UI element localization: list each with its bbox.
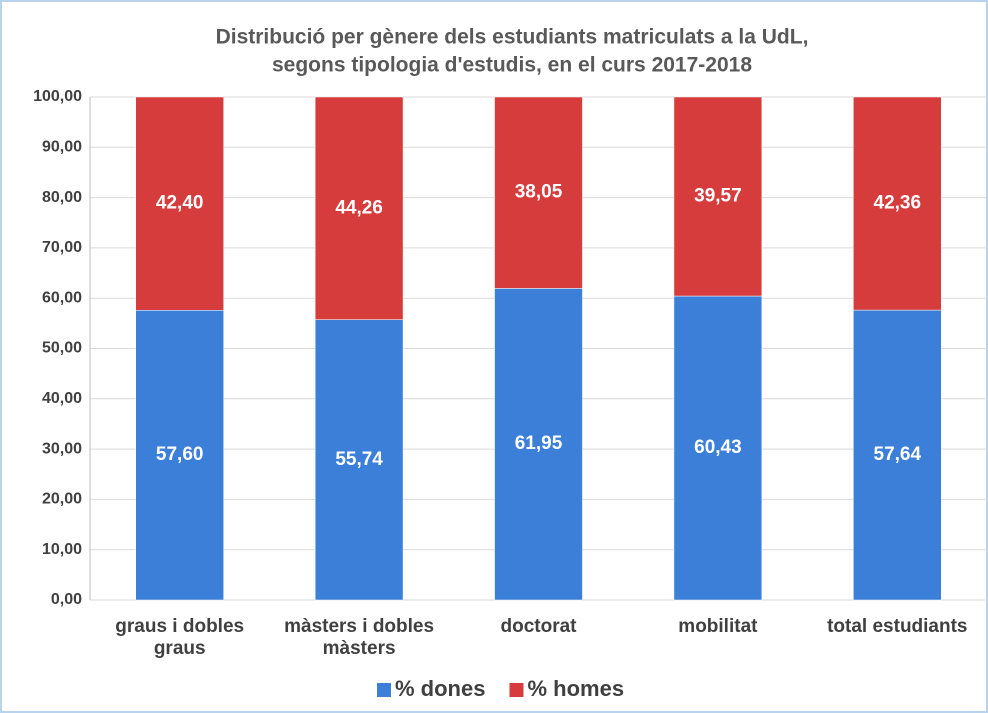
legend-swatch xyxy=(509,683,524,697)
bar-segment xyxy=(135,310,224,601)
bar-segment xyxy=(314,319,404,601)
value-label: 38,05 xyxy=(515,182,563,203)
y-tick-label: 100,00 xyxy=(33,88,82,105)
y-tick-label: 60,00 xyxy=(42,289,82,306)
value-label: 60,43 xyxy=(694,437,742,458)
y-tick-label: 20,00 xyxy=(42,491,82,508)
legend-swatch xyxy=(377,683,391,697)
y-tick-label: 40,00 xyxy=(42,390,82,407)
bar-segment xyxy=(494,96,583,289)
bar-segment xyxy=(494,288,583,601)
value-label: 57,64 xyxy=(874,444,922,465)
bar-segment xyxy=(853,96,942,311)
bar-segment xyxy=(135,96,224,311)
value-label: 55,74 xyxy=(335,449,383,470)
y-tick-label: 0,00 xyxy=(51,591,82,608)
x-tick-label: doctorat xyxy=(500,616,577,637)
y-tick-label: 80,00 xyxy=(42,189,82,206)
x-tick-label: mobilitat xyxy=(678,616,758,637)
value-label: 44,26 xyxy=(335,197,383,218)
value-label: 42,40 xyxy=(156,193,204,214)
x-tick-label: màsters i dobles màsters xyxy=(284,616,435,659)
y-tick-label: 10,00 xyxy=(42,541,82,558)
bar-segment xyxy=(673,96,763,297)
y-tick-label: 70,00 xyxy=(42,239,82,256)
value-label: 42,36 xyxy=(874,193,922,214)
chart-title: segons tipologia d'estudis, en el curs 2… xyxy=(272,54,752,77)
legend-label: % homes xyxy=(527,676,624,701)
y-tick-label: 50,00 xyxy=(42,340,82,357)
bar-segment xyxy=(853,309,942,601)
bar-segment xyxy=(673,295,763,601)
legend-label: % dones xyxy=(395,676,485,701)
value-label: 61,95 xyxy=(515,433,563,454)
y-tick-label: 90,00 xyxy=(42,139,82,156)
value-label: 39,57 xyxy=(694,186,742,207)
chart-title: Distribució per gènere dels estudiants m… xyxy=(216,26,809,49)
bar-segment xyxy=(314,96,404,320)
x-tick-label: graus i dobles graus xyxy=(115,616,245,659)
value-label: 57,60 xyxy=(156,444,204,465)
x-tick-label: total estudiants xyxy=(827,616,968,637)
y-tick-label: 30,00 xyxy=(42,440,82,457)
